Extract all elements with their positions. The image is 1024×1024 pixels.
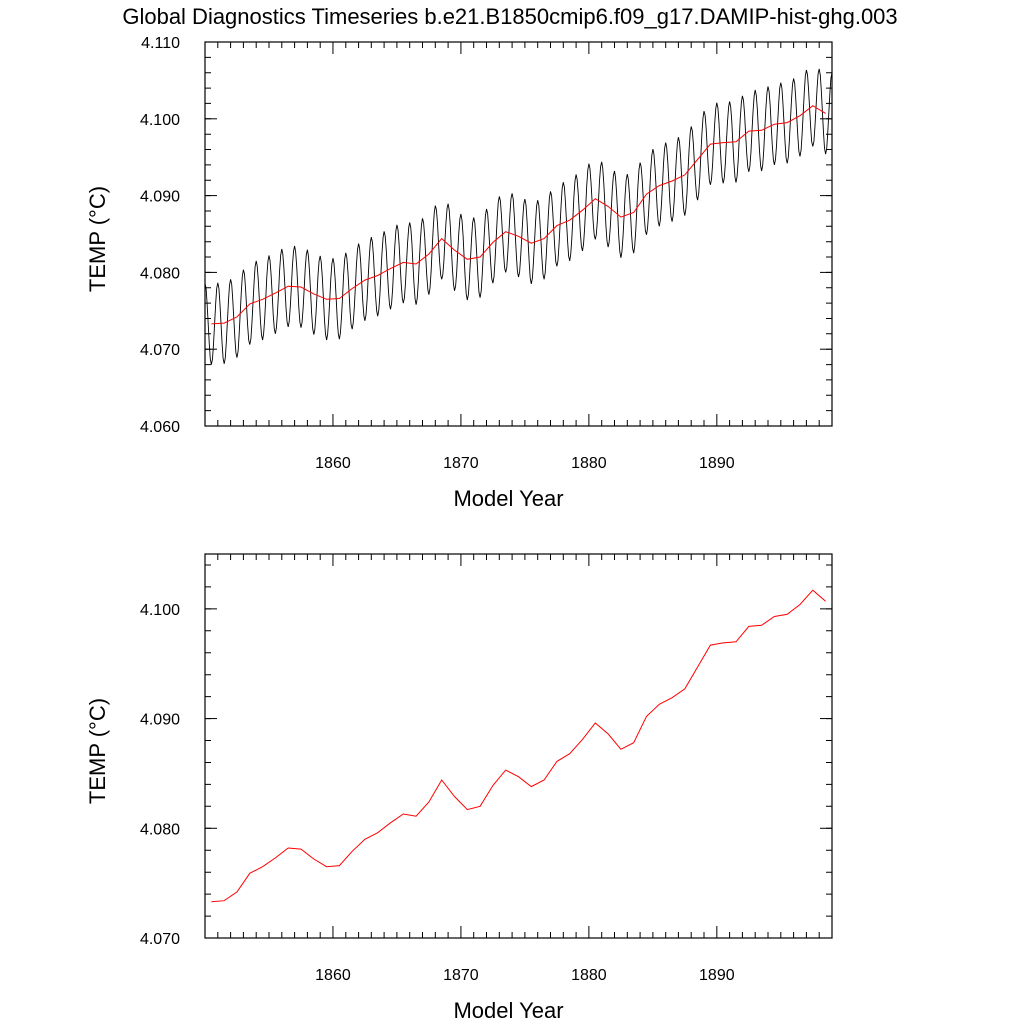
x-tick-label: 1860 [315,455,351,472]
x-tick-label: 1890 [699,967,735,984]
x-tick-label: 1880 [571,455,607,472]
annual-mean-series-line [211,105,826,325]
y-axis-label: TEMP (°C) [85,186,110,292]
plot-frame [204,41,833,427]
y-tick-label: 4.090 [140,189,180,206]
top-panel: 1860 1870 1880 1890 4.060 4.070 4.080 4.090 4.10… [85,35,833,511]
x-tick-label: 1870 [443,455,479,472]
x-tick-label: 1860 [315,967,351,984]
x-axis-label: Model Year [453,998,563,1023]
x-tick-label: 1880 [571,967,607,984]
y-tick-label: 4.090 [140,712,180,729]
y-tick-label: 4.080 [140,265,180,282]
monthly-series-line [204,68,833,365]
x-axis-label: Model Year [453,486,563,511]
x-tick-label: 1890 [699,455,735,472]
minor-tick-marks [204,41,833,427]
x-tick-label: 1870 [443,967,479,984]
y-tick-label: 4.060 [140,419,180,436]
y-tick-label: 4.100 [140,602,180,619]
y-tick-label: 4.070 [140,342,180,359]
y-tick-label: 4.110 [141,35,180,52]
plot-frame [204,553,833,939]
y-tick-label: 4.100 [140,112,180,129]
y-axis-label: TEMP (°C) [85,698,110,804]
y-tick-label: 4.070 [140,931,180,948]
y-tick-label: 4.080 [140,821,180,838]
bottom-panel: 1860 1870 1880 1890 4.070 4.080 4.090 4.100 Mode… [85,553,833,1023]
minor-tick-marks [204,554,833,939]
annual-mean-series-line [211,589,826,903]
figure-title: Global Diagnostics Timeseries b.e21.B185… [122,4,897,29]
